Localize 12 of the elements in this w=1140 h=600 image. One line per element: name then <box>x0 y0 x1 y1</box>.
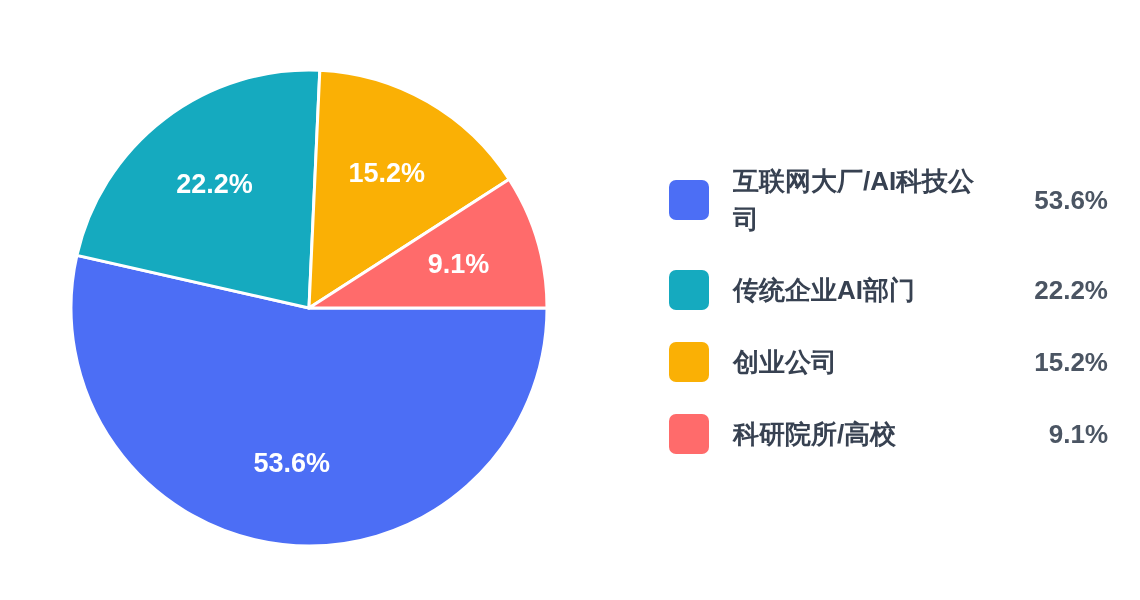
data-label: 9.1% <box>427 249 490 280</box>
text: 9.1% <box>1048 418 1108 449</box>
text: 22.2% <box>1034 274 1108 305</box>
legend-label: 传统企业AI部门 <box>733 274 916 307</box>
data-label: 15.2% <box>348 157 426 188</box>
legend-label: 互联网大厂/AI科技公司 <box>733 165 976 236</box>
legend-label: 科研院所/高校 <box>733 418 898 451</box>
legend-label: 创业公司 <box>733 346 838 379</box>
text: 53.6% <box>1034 184 1108 215</box>
text: 15.2% <box>1034 346 1108 377</box>
data-label: 53.6% <box>253 447 330 478</box>
data-label: 22.2% <box>176 169 253 200</box>
